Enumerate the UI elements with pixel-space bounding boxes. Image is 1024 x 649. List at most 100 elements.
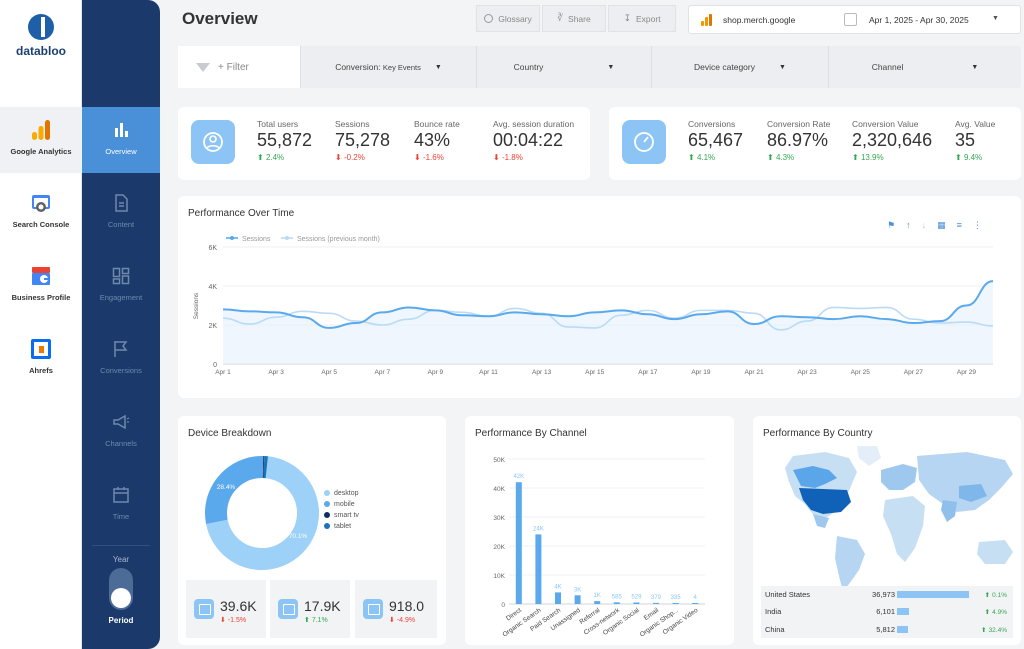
device-tile-value: 918.0 <box>389 598 425 614</box>
more-icon[interactable]: ⋮ <box>972 220 982 230</box>
map-region-africa[interactable] <box>883 496 925 562</box>
chevron-down-icon[interactable]: ▼ <box>992 15 999 22</box>
kpi-value: 55,872 <box>257 130 313 150</box>
info-icon <box>484 14 494 23</box>
date-range[interactable]: Apr 1, 2025 - Apr 30, 2025 <box>869 15 969 25</box>
table-row[interactable]: India 6,101 ⬆ 4.9% <box>762 603 1010 621</box>
conversion-filter-dropdown[interactable]: Conversion: Key Events ▼ <box>300 46 476 88</box>
rail-item-google-analytics[interactable]: Google Analytics <box>0 107 82 173</box>
map-region-mexico[interactable] <box>813 514 829 528</box>
table-row[interactable]: China 5,812 ⬆ 32.4% <box>762 621 1010 639</box>
bar-data-label: 585 <box>612 594 623 600</box>
nav-item-channels[interactable]: Channels <box>82 399 160 465</box>
legend-item[interactable]: smart tv <box>324 510 359 521</box>
conversion-kpi-card: Conversions 65,467 ⬆ 4.1% Conversion Rat… <box>609 107 1021 180</box>
kpi-title: Conversions <box>688 119 736 129</box>
kpi-delta: ⬆ 4.1% <box>688 153 716 162</box>
map-region-canada[interactable] <box>793 466 837 488</box>
kpi-delta: ⬆ 4.3% <box>767 153 795 162</box>
filter-icon[interactable]: ≡ <box>956 220 962 230</box>
bar-email <box>653 602 659 604</box>
kpi-avg-session-duration: Avg. session duration 00:04:22 ⬇ -1.8% <box>493 119 574 162</box>
nav-item-engagement[interactable]: Engagement <box>82 253 160 319</box>
series-line-sessions-previous-month <box>222 306 994 331</box>
table-row[interactable]: United States 36,973 ⬆ 0.1% <box>762 586 1010 604</box>
brand-name: databloo <box>16 44 66 58</box>
sort-down-icon[interactable]: ↓ <box>921 220 927 230</box>
legend-item[interactable]: tablet <box>324 521 359 532</box>
chevron-down-icon: ▼ <box>434 63 442 71</box>
rail-item-business-profile[interactable]: Business Profile <box>0 253 82 319</box>
nav-item-overview[interactable]: Overview <box>82 107 160 173</box>
device-tile-value: 17.9K <box>304 598 341 614</box>
export-button[interactable]: ↧ Export <box>608 5 676 32</box>
map-region-asia[interactable] <box>917 452 1013 512</box>
x-tick-label: Apr 5 <box>321 369 337 376</box>
y-tick-label: 50K <box>493 457 505 464</box>
nav-item-conversions[interactable]: Conversions <box>82 326 160 392</box>
legend-item[interactable]: mobile <box>324 499 359 510</box>
map-region-china[interactable] <box>959 484 987 502</box>
chevron-down-icon: ▼ <box>779 63 786 71</box>
toggle-knob[interactable] <box>111 588 131 608</box>
period-toggle-top-label: Year <box>112 555 130 564</box>
page-title: Overview <box>182 9 258 28</box>
nav-item-label: Overview <box>105 147 137 156</box>
kpi-title: Avg. Value <box>955 119 996 129</box>
glossary-button[interactable]: Glossary <box>476 5 540 32</box>
share-button[interactable]: ∛ Share <box>542 5 606 32</box>
bar-organic-search <box>535 534 542 604</box>
country-filter-dropdown[interactable]: Country ▼ <box>476 46 651 88</box>
device-tile-delta: ⬇ -4.9% <box>389 617 416 624</box>
filter-bar: + Filter Conversion: Key Events ▼ Countr… <box>178 46 1021 88</box>
x-tick-label: Apr 13 <box>532 369 552 376</box>
export-label: Export <box>635 13 661 24</box>
world-map[interactable] <box>753 444 1021 594</box>
bell-icon[interactable]: ⚑ <box>887 220 896 230</box>
kpi-title: Total users <box>257 119 299 129</box>
map-region-india[interactable] <box>941 500 957 522</box>
nav-item-content[interactable]: Content <box>82 180 160 246</box>
kpi-value: 2,320,646 <box>852 130 933 150</box>
sort-up-icon[interactable]: ↑ <box>906 220 911 230</box>
period-toggle[interactable] <box>109 568 133 610</box>
legend-item[interactable]: desktop <box>324 488 359 499</box>
rail-item-label: Google Analytics <box>10 147 72 156</box>
nav-item-label: Time <box>112 512 130 521</box>
kpi-value: 75,278 <box>335 130 391 150</box>
rail-item-ahrefs[interactable]: Ahrefs <box>0 326 82 392</box>
chevron-down-icon: ▼ <box>971 63 979 71</box>
map-region-united-states[interactable] <box>799 488 851 514</box>
map-region-europe[interactable] <box>881 464 917 490</box>
map-region-australia[interactable] <box>977 540 1013 564</box>
rail-item-search-console[interactable]: Search Console <box>0 180 82 246</box>
bar-data-label: 42K <box>513 474 524 480</box>
legend-swatch <box>324 490 330 497</box>
legend-swatch <box>324 501 330 508</box>
kpi-title: Bounce rate <box>414 119 460 129</box>
business-profile-icon <box>30 265 52 287</box>
card-title: Performance By Country <box>763 428 873 439</box>
brand-logo[interactable]: databloo <box>0 14 82 58</box>
data-source-selector[interactable]: shop.merch.google Apr 1, 2025 - Apr 30, … <box>688 5 1021 34</box>
bar-direct <box>515 482 522 604</box>
map-region-south-america[interactable] <box>835 536 865 592</box>
map-region-greenland[interactable] <box>857 446 881 466</box>
country-sessions: 36,973 <box>872 590 895 599</box>
donut-slice-mobile[interactable] <box>205 456 319 570</box>
nav-item-label: Channels <box>105 439 137 448</box>
add-filter-button[interactable]: + Filter <box>178 46 300 88</box>
legend-swatch <box>324 523 330 530</box>
kpi-delta: ⬇ -0.2% <box>335 153 365 162</box>
kpi-value: 35 <box>955 130 976 150</box>
document-icon <box>112 194 130 212</box>
x-tick-label: Apr 21 <box>744 369 764 376</box>
country-sessions: 6,101 <box>876 607 895 616</box>
performance-over-time-card: Performance Over Time ⚑ ↑ ↓ ▦ ≡ ⋮ 0 2K 4K 6… <box>178 196 1021 398</box>
nav-item-time[interactable]: Time <box>82 472 160 538</box>
nav-item-label: Content <box>107 220 135 229</box>
device-filter-dropdown[interactable]: Device category ▼ <box>651 46 828 88</box>
explore-icon[interactable]: ▦ <box>937 220 946 230</box>
channel-filter-dropdown[interactable]: Channel ▼ <box>828 46 1021 88</box>
donut-slice-desktop[interactable] <box>205 456 319 570</box>
